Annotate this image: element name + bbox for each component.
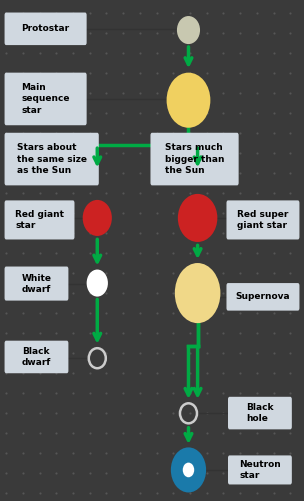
FancyBboxPatch shape — [5, 341, 68, 373]
FancyBboxPatch shape — [5, 200, 74, 239]
FancyBboxPatch shape — [228, 397, 292, 429]
FancyBboxPatch shape — [5, 133, 99, 185]
Text: Stars about
the same size
as the Sun: Stars about the same size as the Sun — [17, 143, 87, 175]
Text: Neutron
star: Neutron star — [239, 460, 281, 480]
FancyBboxPatch shape — [5, 73, 87, 125]
FancyBboxPatch shape — [226, 200, 299, 239]
FancyBboxPatch shape — [226, 283, 299, 311]
Text: Supernova: Supernova — [236, 293, 290, 301]
Text: Red giant
star: Red giant star — [15, 210, 64, 230]
Ellipse shape — [178, 194, 217, 242]
Text: Red super
giant star: Red super giant star — [237, 210, 288, 230]
Text: White
dwarf: White dwarf — [22, 274, 51, 294]
Text: Black
hole: Black hole — [246, 403, 274, 423]
Ellipse shape — [83, 200, 112, 236]
Ellipse shape — [87, 270, 108, 297]
Text: Protostar: Protostar — [22, 25, 70, 33]
Ellipse shape — [175, 263, 220, 323]
Ellipse shape — [183, 462, 194, 477]
FancyBboxPatch shape — [150, 133, 239, 185]
Ellipse shape — [167, 73, 210, 128]
FancyBboxPatch shape — [5, 13, 87, 45]
Ellipse shape — [171, 447, 206, 492]
Ellipse shape — [177, 16, 200, 44]
Text: Black
dwarf: Black dwarf — [22, 347, 51, 367]
Text: Stars much
bigger than
the Sun: Stars much bigger than the Sun — [165, 143, 224, 175]
FancyBboxPatch shape — [5, 267, 68, 301]
FancyBboxPatch shape — [228, 455, 292, 484]
Text: Main
sequence
star: Main sequence star — [21, 83, 70, 115]
